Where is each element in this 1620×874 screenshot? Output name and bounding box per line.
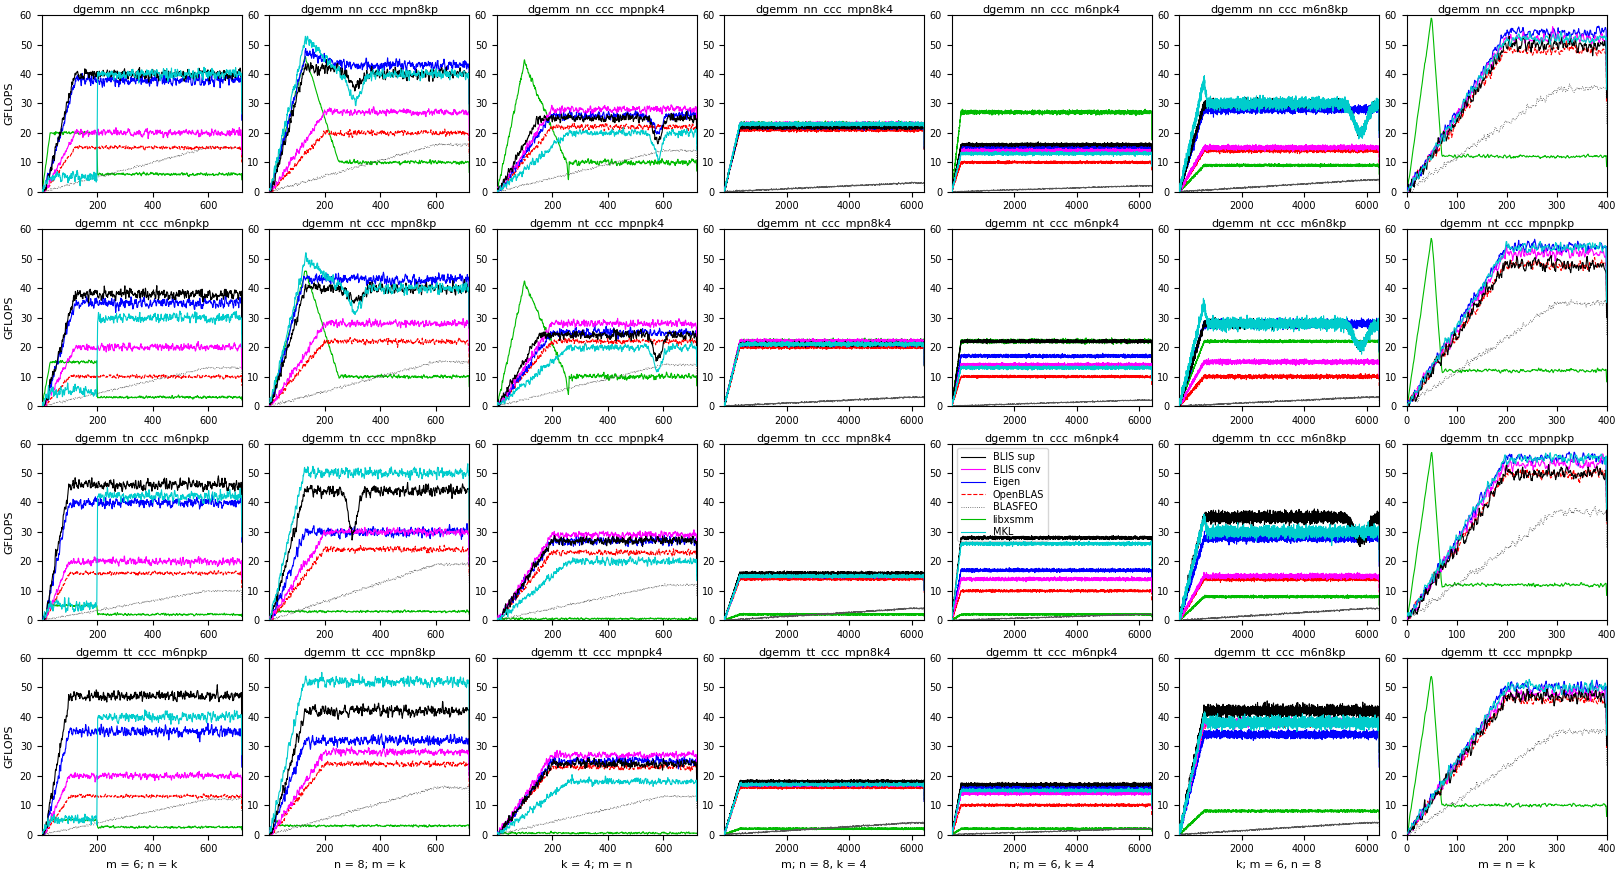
Title: dgemm_tn_ccc_mpn8kp: dgemm_tn_ccc_mpn8kp xyxy=(301,433,437,444)
Legend: BLIS sup, BLIS conv, Eigen, OpenBLAS, BLASFEO, libxsmm, MKL: BLIS sup, BLIS conv, Eigen, OpenBLAS, BL… xyxy=(957,448,1048,541)
Title: dgemm_nn_ccc_m6npk4: dgemm_nn_ccc_m6npk4 xyxy=(983,4,1121,15)
Title: dgemm_tn_ccc_m6npk4: dgemm_tn_ccc_m6npk4 xyxy=(983,433,1119,444)
X-axis label: k; m = 6, n = 8: k; m = 6, n = 8 xyxy=(1236,860,1322,870)
Title: dgemm_tt_ccc_mpnpkp: dgemm_tt_ccc_mpnpkp xyxy=(1440,647,1573,658)
Y-axis label: GFLOPS: GFLOPS xyxy=(5,296,15,339)
Title: dgemm_nt_ccc_m6n8kp: dgemm_nt_ccc_m6n8kp xyxy=(1212,218,1346,229)
Title: dgemm_tn_ccc_mpn8k4: dgemm_tn_ccc_mpn8k4 xyxy=(757,433,893,444)
Y-axis label: GFLOPS: GFLOPS xyxy=(5,510,15,554)
Title: dgemm_tn_ccc_m6npkp: dgemm_tn_ccc_m6npkp xyxy=(75,433,209,444)
Title: dgemm_nt_ccc_mpn8k4: dgemm_nt_ccc_mpn8k4 xyxy=(757,218,893,229)
Title: dgemm_tt_ccc_m6npk4: dgemm_tt_ccc_m6npk4 xyxy=(985,647,1118,658)
X-axis label: m; n = 8, k = 4: m; n = 8, k = 4 xyxy=(781,860,867,870)
Title: dgemm_nt_ccc_mpnpk4: dgemm_nt_ccc_mpnpk4 xyxy=(530,218,664,229)
Title: dgemm_nn_ccc_mpn8k4: dgemm_nn_ccc_mpn8k4 xyxy=(755,4,893,15)
Title: dgemm_nt_ccc_mpn8kp: dgemm_nt_ccc_mpn8kp xyxy=(301,218,437,229)
Title: dgemm_nt_ccc_m6npk4: dgemm_nt_ccc_m6npk4 xyxy=(983,218,1119,229)
Title: dgemm_nn_ccc_m6n8kp: dgemm_nn_ccc_m6n8kp xyxy=(1210,4,1348,15)
Title: dgemm_tt_ccc_m6n8kp: dgemm_tt_ccc_m6n8kp xyxy=(1213,647,1346,658)
Title: dgemm_tn_ccc_mpnpkp: dgemm_tn_ccc_mpnpkp xyxy=(1439,433,1575,444)
X-axis label: n; m = 6, k = 4: n; m = 6, k = 4 xyxy=(1009,860,1095,870)
Title: dgemm_nn_ccc_mpn8kp: dgemm_nn_ccc_mpn8kp xyxy=(300,4,439,15)
Title: dgemm_tt_ccc_mpnpk4: dgemm_tt_ccc_mpnpk4 xyxy=(530,647,663,658)
X-axis label: n = 8; m = k: n = 8; m = k xyxy=(334,860,405,870)
Title: dgemm_tt_ccc_mpn8kp: dgemm_tt_ccc_mpn8kp xyxy=(303,647,436,658)
Title: dgemm_nt_ccc_m6npkp: dgemm_nt_ccc_m6npkp xyxy=(75,218,209,229)
Title: dgemm_nn_ccc_mpnpk4: dgemm_nn_ccc_mpnpk4 xyxy=(528,4,666,15)
Title: dgemm_tn_ccc_m6n8kp: dgemm_tn_ccc_m6n8kp xyxy=(1212,433,1346,444)
Y-axis label: GFLOPS: GFLOPS xyxy=(5,725,15,768)
Title: dgemm_nn_ccc_mpnpkp: dgemm_nn_ccc_mpnpkp xyxy=(1437,4,1576,15)
Title: dgemm_tn_ccc_mpnpk4: dgemm_tn_ccc_mpnpk4 xyxy=(530,433,664,444)
X-axis label: k = 4; m = n: k = 4; m = n xyxy=(561,860,632,870)
X-axis label: m = 6; n = k: m = 6; n = k xyxy=(105,860,178,870)
X-axis label: m = n = k: m = n = k xyxy=(1477,860,1536,870)
Y-axis label: GFLOPS: GFLOPS xyxy=(5,81,15,125)
Title: dgemm_tt_ccc_mpn8k4: dgemm_tt_ccc_mpn8k4 xyxy=(758,647,891,658)
Title: dgemm_tt_ccc_m6npkp: dgemm_tt_ccc_m6npkp xyxy=(76,647,207,658)
Title: dgemm_nt_ccc_mpnpkp: dgemm_nt_ccc_mpnpkp xyxy=(1439,218,1575,229)
Title: dgemm_nn_ccc_m6npkp: dgemm_nn_ccc_m6npkp xyxy=(73,4,211,15)
